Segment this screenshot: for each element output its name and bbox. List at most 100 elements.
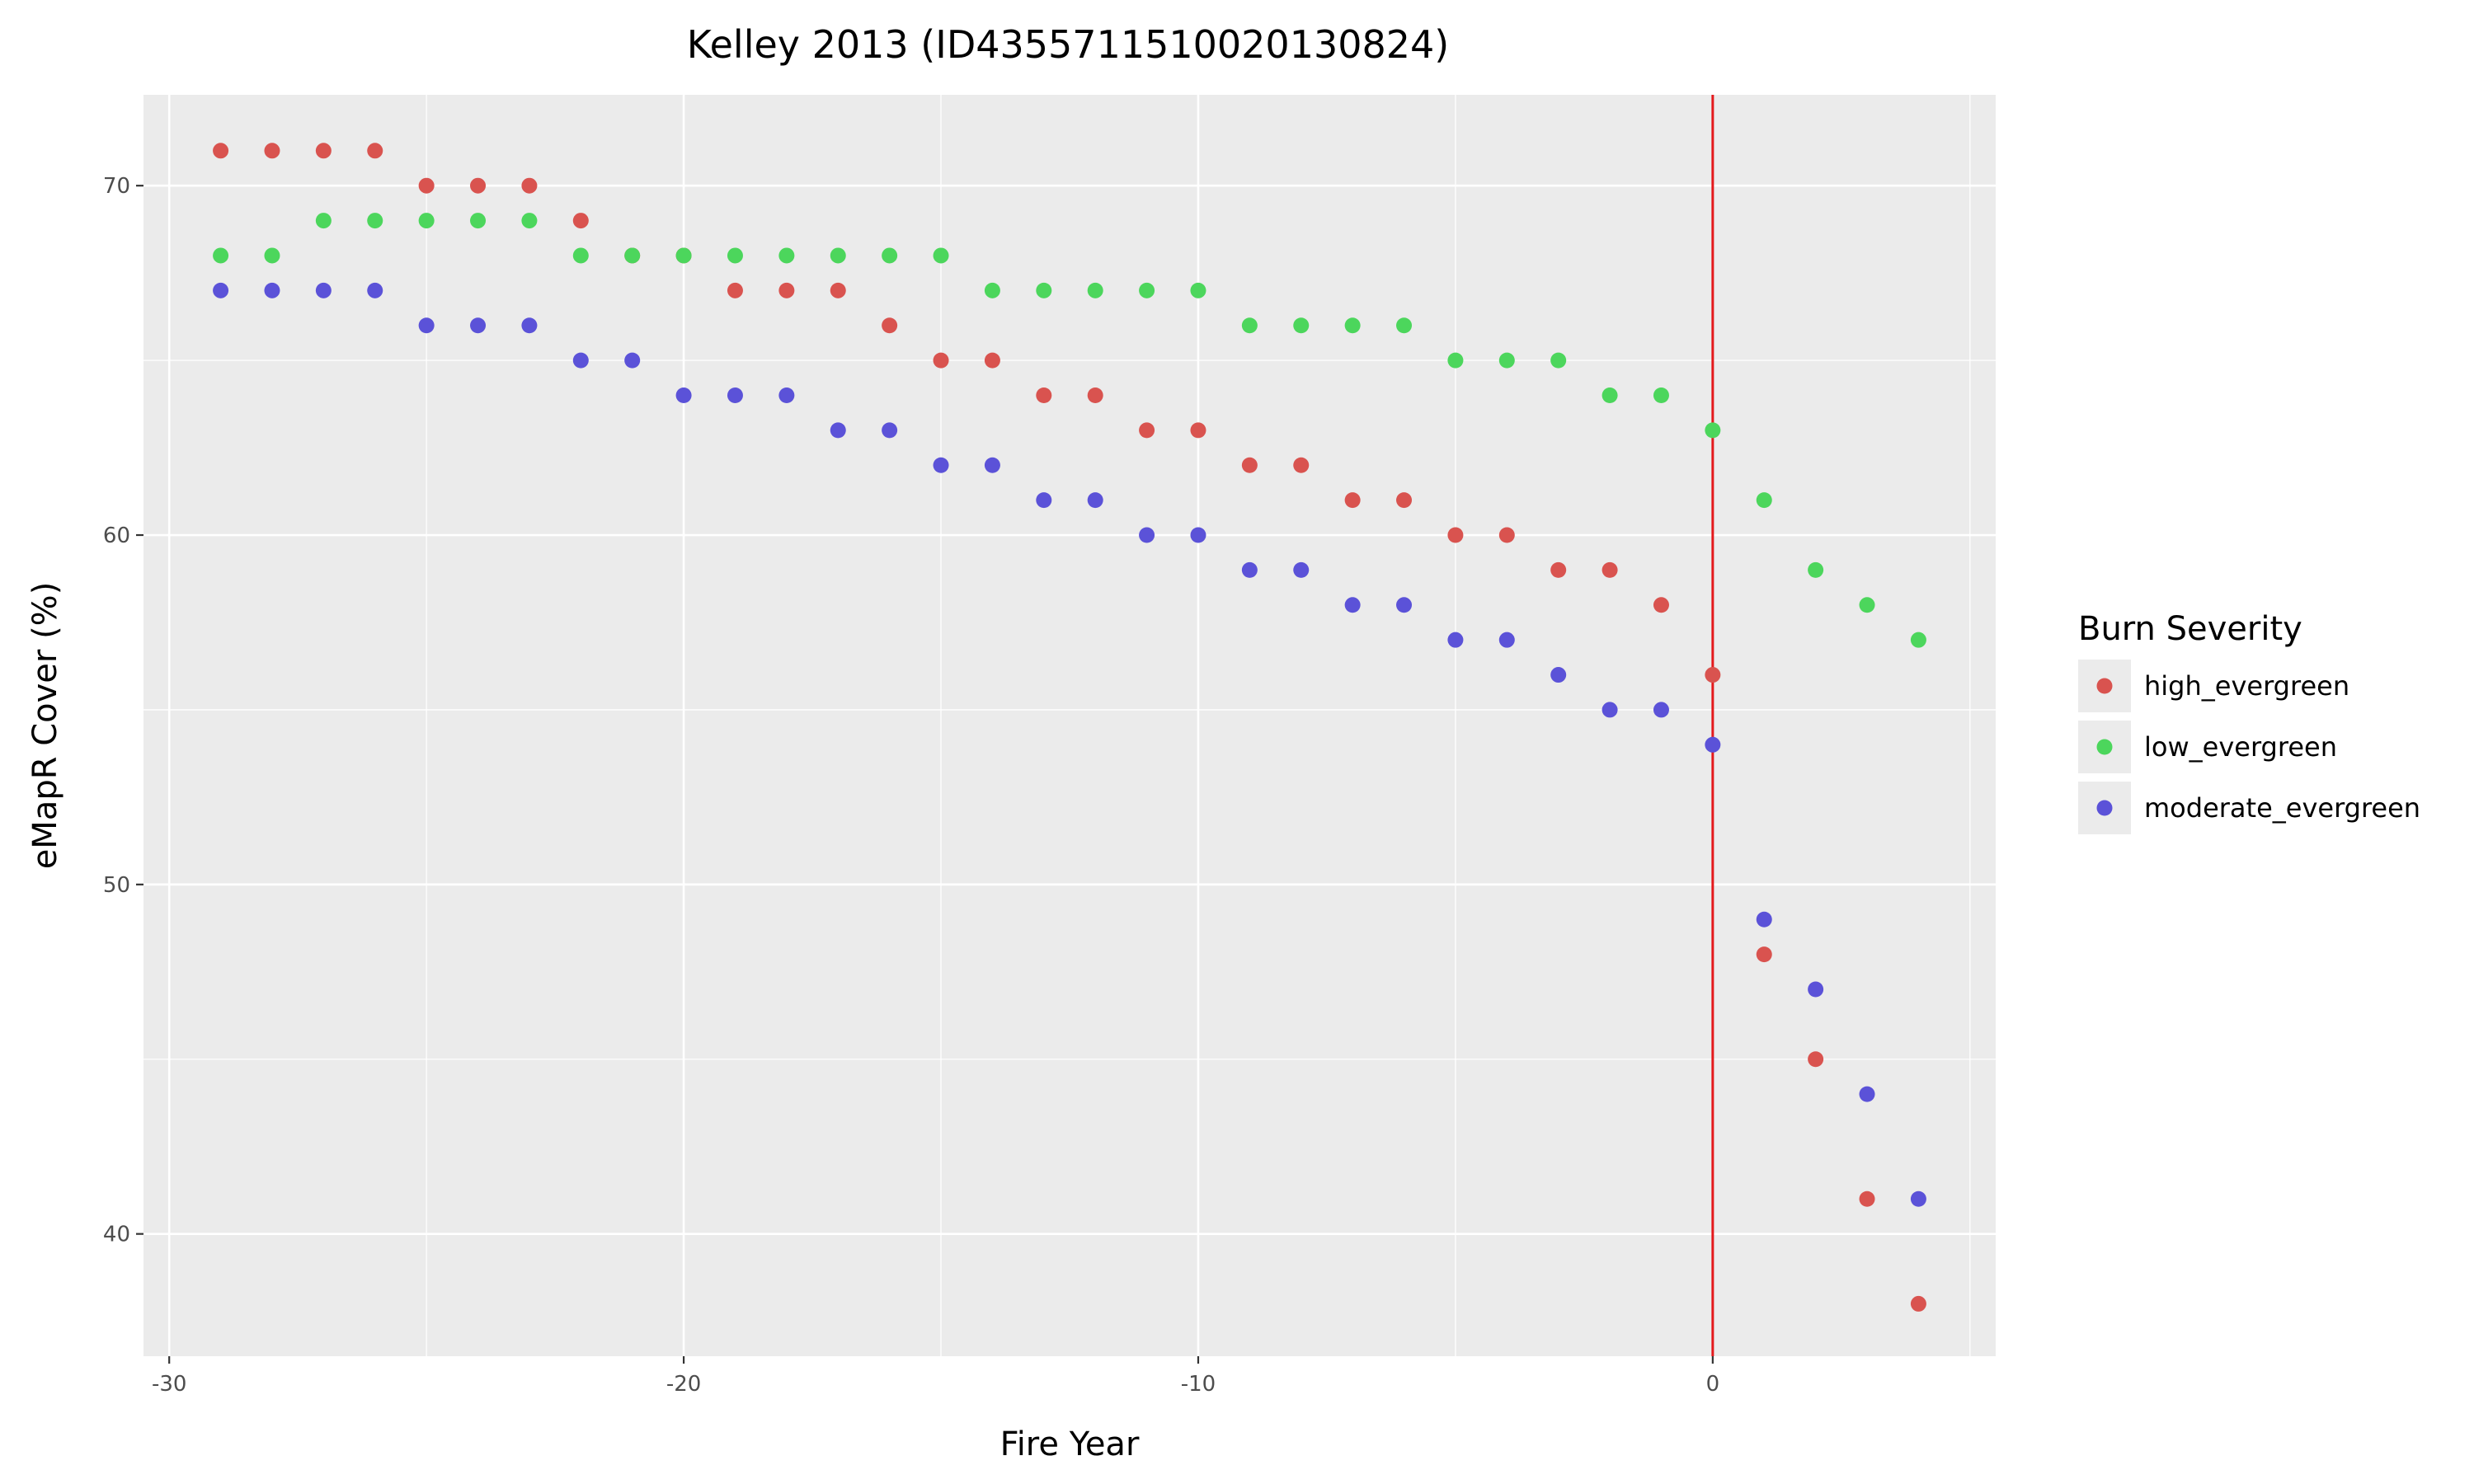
data-point bbox=[1139, 282, 1155, 298]
data-point bbox=[1190, 282, 1206, 298]
x-tick-label: -30 bbox=[152, 1372, 186, 1397]
data-point bbox=[418, 317, 435, 334]
data-point bbox=[521, 317, 538, 334]
data-point bbox=[675, 387, 692, 403]
data-point bbox=[778, 282, 795, 298]
data-point bbox=[418, 213, 435, 229]
x-axis-title: Fire Year bbox=[1000, 1425, 1140, 1463]
y-axis-ticks: 40 50 60 70 bbox=[103, 174, 143, 1247]
data-point bbox=[1139, 422, 1155, 439]
legend-key-marker bbox=[2096, 678, 2113, 694]
x-tick-label: 0 bbox=[1706, 1372, 1720, 1397]
data-point bbox=[1344, 492, 1361, 509]
data-point bbox=[882, 247, 898, 264]
data-point bbox=[1910, 1190, 1926, 1207]
data-point bbox=[470, 213, 487, 229]
data-point bbox=[1653, 597, 1669, 613]
data-point bbox=[1447, 632, 1464, 648]
y-axis-title: eMapR Cover (%) bbox=[26, 582, 64, 870]
data-point bbox=[1036, 492, 1052, 509]
data-point bbox=[1036, 282, 1052, 298]
grid-minor bbox=[143, 95, 1996, 1356]
data-point bbox=[778, 247, 795, 264]
data-point bbox=[1241, 317, 1258, 334]
data-point bbox=[675, 247, 692, 264]
data-point bbox=[1344, 597, 1361, 613]
x-tick-label: -20 bbox=[666, 1372, 701, 1397]
data-point bbox=[1498, 352, 1515, 369]
legend-label: low_evergreen bbox=[2144, 731, 2337, 763]
data-point bbox=[1705, 422, 1721, 439]
series-moderate-evergreen bbox=[213, 282, 1926, 1207]
y-tick-label: 70 bbox=[103, 174, 130, 199]
legend-key-marker bbox=[2096, 800, 2113, 816]
data-point bbox=[1241, 561, 1258, 578]
data-point bbox=[1498, 632, 1515, 648]
data-point bbox=[1498, 527, 1515, 543]
data-point bbox=[1396, 492, 1413, 509]
y-tick-label: 40 bbox=[103, 1223, 130, 1247]
data-point bbox=[1859, 1086, 1875, 1102]
data-point bbox=[1653, 702, 1669, 718]
data-point bbox=[1036, 387, 1052, 403]
data-point bbox=[1756, 492, 1772, 509]
legend-title: Burn Severity bbox=[2078, 610, 2302, 648]
data-point bbox=[315, 213, 332, 229]
data-point bbox=[1910, 1295, 1926, 1312]
series-low-evergreen bbox=[213, 213, 1926, 648]
data-point bbox=[1808, 1051, 1824, 1068]
data-point bbox=[933, 457, 949, 473]
data-point bbox=[1550, 561, 1567, 578]
data-point bbox=[727, 247, 743, 264]
data-point bbox=[1190, 527, 1206, 543]
data-point bbox=[778, 387, 795, 403]
chart-title: Kelley 2013 (ID43557115100201308​24) bbox=[687, 22, 1450, 67]
y-tick-label: 50 bbox=[103, 873, 130, 898]
data-point bbox=[470, 177, 487, 194]
data-point bbox=[1756, 911, 1772, 928]
data-point bbox=[1602, 387, 1618, 403]
data-point bbox=[882, 317, 898, 334]
data-point bbox=[213, 282, 229, 298]
data-point bbox=[984, 282, 1000, 298]
data-point bbox=[1087, 492, 1103, 509]
data-point bbox=[933, 352, 949, 369]
data-point bbox=[1653, 387, 1669, 403]
data-point bbox=[1808, 981, 1824, 998]
data-point bbox=[727, 387, 743, 403]
data-point bbox=[1602, 561, 1618, 578]
data-point bbox=[1910, 632, 1926, 648]
data-point bbox=[521, 213, 538, 229]
legend-label: moderate_evergreen bbox=[2144, 792, 2420, 824]
data-point bbox=[624, 247, 641, 264]
data-point bbox=[264, 143, 280, 159]
data-point bbox=[1756, 946, 1772, 963]
data-point bbox=[213, 143, 229, 159]
x-axis-ticks: -30 -20 -10 0 bbox=[152, 1356, 1719, 1397]
legend-items: high_evergreen low_evergreen moderate_ever… bbox=[2078, 660, 2420, 834]
data-point bbox=[830, 422, 846, 439]
data-point bbox=[572, 247, 589, 264]
data-point bbox=[1190, 422, 1206, 439]
data-point bbox=[315, 143, 332, 159]
legend: Burn Severity high_evergreen low_evergree… bbox=[2078, 610, 2420, 834]
data-point bbox=[727, 282, 743, 298]
data-point bbox=[213, 247, 229, 264]
x-tick-label: -10 bbox=[1181, 1372, 1216, 1397]
data-point bbox=[1447, 352, 1464, 369]
data-point bbox=[470, 317, 487, 334]
data-point bbox=[521, 177, 538, 194]
data-point bbox=[1705, 667, 1721, 683]
data-point bbox=[418, 177, 435, 194]
data-point bbox=[1087, 282, 1103, 298]
data-point bbox=[367, 282, 383, 298]
data-point bbox=[1602, 702, 1618, 718]
data-point bbox=[1293, 457, 1310, 473]
data-point bbox=[984, 457, 1000, 473]
data-point bbox=[1808, 561, 1824, 578]
data-point bbox=[264, 247, 280, 264]
data-point bbox=[1859, 1190, 1875, 1207]
data-point bbox=[830, 247, 846, 264]
data-point bbox=[624, 352, 641, 369]
